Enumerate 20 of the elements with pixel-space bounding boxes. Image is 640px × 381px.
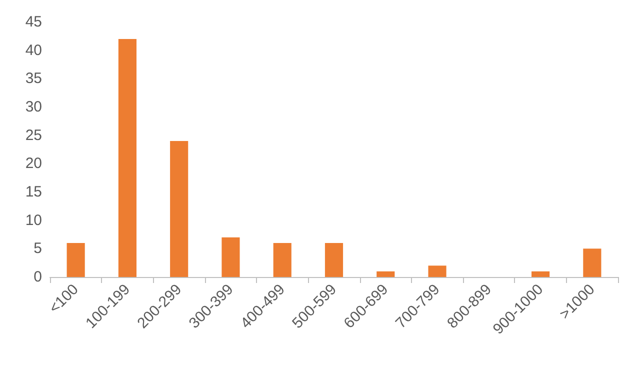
y-tick-label: 35 [25, 70, 42, 88]
y-tick-label: 20 [25, 155, 42, 172]
y-tick-label: 40 [25, 42, 42, 59]
bar [583, 248, 602, 277]
bar [324, 243, 344, 277]
y-tick-label: 0 [34, 268, 42, 286]
bar [66, 243, 85, 277]
y-tick-label: 15 [25, 184, 42, 200]
bar [532, 271, 550, 277]
bar [428, 266, 446, 277]
bar [118, 39, 136, 277]
bar [222, 237, 240, 277]
bar [273, 243, 292, 277]
y-tick-label: 30 [25, 98, 42, 116]
bar [376, 271, 395, 277]
y-tick-label: 10 [25, 212, 42, 229]
bar [170, 141, 188, 277]
y-tick-label: 5 [34, 240, 42, 258]
y-tick-label: 25 [25, 126, 42, 144]
y-tick-label: 45 [25, 14, 42, 30]
